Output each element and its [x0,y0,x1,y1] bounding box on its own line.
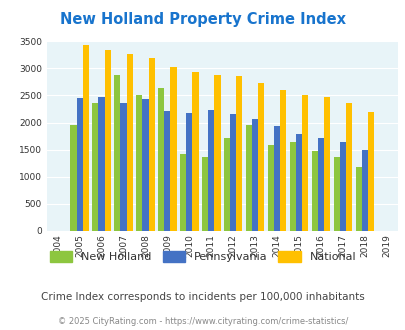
Bar [367,112,373,231]
Bar [345,103,352,231]
Bar [333,157,339,231]
Bar [361,150,367,231]
Legend: New Holland, Pennsylvania, National: New Holland, Pennsylvania, National [45,247,360,267]
Bar [98,97,104,231]
Bar [126,54,132,231]
Bar [158,88,164,231]
Bar [170,67,176,231]
Bar [70,125,77,231]
Bar [311,151,317,231]
Bar [104,50,111,231]
Bar [279,90,286,231]
Bar [317,138,323,231]
Bar [83,45,89,231]
Bar [148,57,154,231]
Bar [192,72,198,231]
Bar [180,154,186,231]
Bar [355,167,361,231]
Bar [208,110,214,231]
Bar [267,145,273,231]
Bar [289,142,295,231]
Bar [245,125,252,231]
Bar [92,103,98,231]
Text: New Holland Property Crime Index: New Holland Property Crime Index [60,12,345,26]
Bar [258,83,264,231]
Bar [323,97,329,231]
Bar [273,126,279,231]
Bar [164,111,170,231]
Bar [295,134,301,231]
Bar [186,113,192,231]
Bar [214,75,220,231]
Bar [224,138,230,231]
Bar [136,95,142,231]
Bar [339,142,345,231]
Bar [252,119,258,231]
Bar [114,75,120,231]
Bar [142,99,148,231]
Text: Crime Index corresponds to incidents per 100,000 inhabitants: Crime Index corresponds to incidents per… [41,292,364,302]
Text: © 2025 CityRating.com - https://www.cityrating.com/crime-statistics/: © 2025 CityRating.com - https://www.city… [58,317,347,326]
Bar [301,95,307,231]
Bar [120,103,126,231]
Bar [236,76,242,231]
Bar [230,114,236,231]
Bar [202,157,208,231]
Bar [77,98,83,231]
